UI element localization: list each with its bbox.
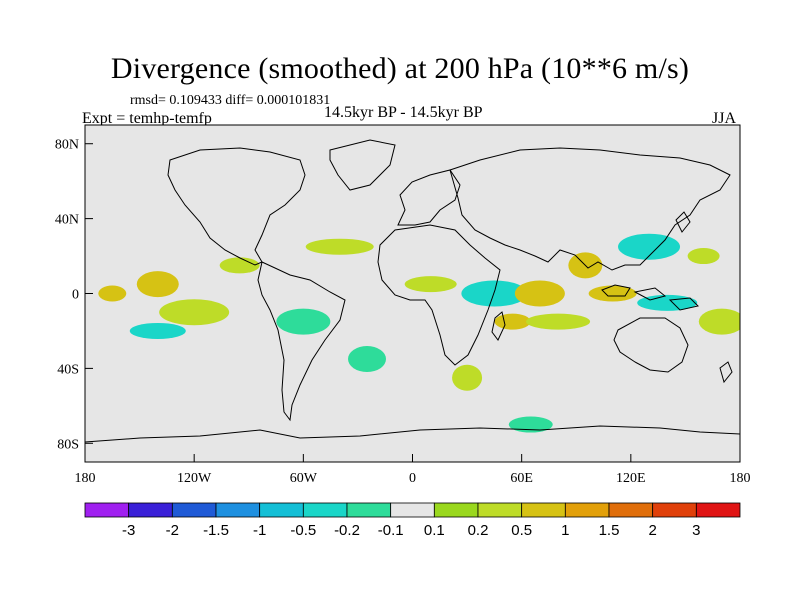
divergence-cell <box>508 416 553 433</box>
colorbar-label: 1 <box>561 522 569 539</box>
colorbar-swatch <box>652 502 697 518</box>
x-tick-label: 120W <box>177 471 212 486</box>
colorbar-swatch <box>608 502 654 518</box>
colorbar-swatch <box>346 502 392 518</box>
plot-title: Divergence (smoothed) at 200 hPa (10**6 … <box>110 52 690 85</box>
divergence-cell <box>348 346 387 373</box>
colorbar-swatch <box>128 502 173 518</box>
colorbar-swatch <box>302 502 348 518</box>
coastlines <box>85 139 740 443</box>
colorbar-label: -0.2 <box>334 522 360 539</box>
y-tick-label: 40N <box>55 213 79 228</box>
divergence-cell <box>98 285 127 302</box>
colorbar-swatch <box>433 502 479 518</box>
x-tick-label: 60E <box>510 471 533 486</box>
colorbar-swatch <box>215 502 261 518</box>
colorbar: -3 -2 -1.5 -1 -0.5 -0.2 -0.1 0.1 0.2 0.5 1 1.5 2 3 <box>84 502 741 539</box>
divergence-cell <box>129 322 186 339</box>
period-label: 14.5kyr BP - 14.5kyr BP <box>324 104 483 121</box>
colorbar-label: 0.5 <box>511 522 532 539</box>
divergence-cell <box>136 271 179 298</box>
divergence-cell <box>219 257 260 274</box>
colorbar-swatch <box>171 502 217 518</box>
colorbar-label: 0.2 <box>468 522 489 539</box>
divergence-cell <box>159 299 230 326</box>
x-tick-label: 180 <box>75 471 96 486</box>
colorbar-label: 3 <box>692 522 700 539</box>
divergence-cell <box>514 280 565 307</box>
season-label: JJA <box>712 110 737 127</box>
experiment-label: Expt = temhp-temfp <box>82 110 212 127</box>
divergence-cell <box>588 285 637 302</box>
colorbar-swatch <box>564 502 610 518</box>
y-tick-label: 80S <box>57 437 79 452</box>
map-background <box>85 125 740 462</box>
colorbar-label: 1.5 <box>599 522 620 539</box>
axis-ticks: 80N 40N 0 40S 80S 180 120W 60W 0 60E 120E 180 <box>55 138 751 486</box>
x-tick-label: 0 <box>409 471 416 486</box>
x-tick-label: 120E <box>616 471 646 486</box>
y-tick-label: 80N <box>55 138 79 153</box>
divergence-cell <box>461 280 528 307</box>
divergence-cell <box>305 238 374 255</box>
x-tick-label: 180 <box>730 471 751 486</box>
y-tick-label: 40S <box>57 362 79 377</box>
y-tick-label: 0 <box>72 288 79 303</box>
colorbar-label: -1.5 <box>203 522 229 539</box>
colorbar-swatch <box>695 502 741 518</box>
divergence-cell <box>698 308 740 335</box>
colorbar-label: -3 <box>122 522 135 539</box>
colorbar-swatch <box>521 502 566 518</box>
divergence-cell <box>526 313 591 330</box>
colorbar-label: 2 <box>648 522 656 539</box>
divergence-cell <box>494 313 531 330</box>
colorbar-swatch <box>84 502 130 518</box>
x-tick-label: 60W <box>290 471 318 486</box>
colorbar-label: -0.1 <box>378 522 404 539</box>
divergence-cell <box>276 308 331 335</box>
colorbar-label: -0.5 <box>290 522 316 539</box>
divergence-cell <box>404 276 457 293</box>
divergence-field <box>98 233 740 433</box>
divergence-cell <box>687 248 720 265</box>
colorbar-swatch <box>259 502 304 518</box>
colorbar-label: -1 <box>253 522 266 539</box>
rmsd-diff-text: rmsd= 0.109433 diff= 0.000101831 <box>130 93 331 108</box>
colorbar-swatch <box>390 502 435 518</box>
colorbar-swatch <box>477 502 523 518</box>
colorbar-label: -2 <box>166 522 179 539</box>
colorbar-label: 0.1 <box>424 522 445 539</box>
divergence-cell <box>452 364 483 391</box>
